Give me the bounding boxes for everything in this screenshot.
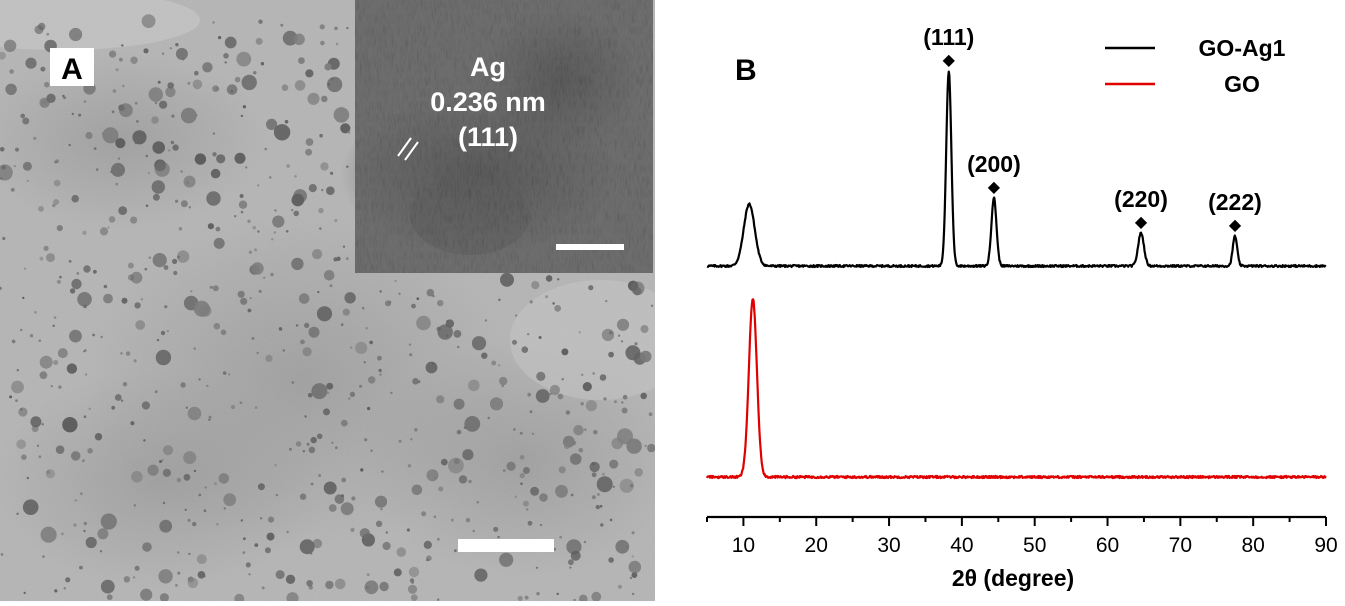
- inset-element-label: Ag: [470, 52, 506, 82]
- annotation-layer: ◆ (111) ◆ (200) ◆ (220) ◆ (222): [923, 24, 1262, 234]
- panel-a-label: A: [61, 53, 83, 86]
- peak-label: (220): [1114, 186, 1168, 212]
- peak-label: (111): [923, 24, 974, 50]
- tem-panel: Ag 0.236 nm (111) A: [0, 0, 690, 605]
- legend: GO-Ag1 GO: [1105, 35, 1286, 97]
- series-line-go-ag1: [706, 70, 1327, 269]
- x-tick-label: 50: [1023, 534, 1046, 557]
- series-line-go: [705, 298, 1327, 480]
- lattice-marker-line: [397, 137, 412, 157]
- x-tick-label: 90: [1314, 534, 1337, 557]
- panel-b-label: B: [735, 54, 757, 87]
- panel-a-label-box: [50, 48, 94, 86]
- x-tick-label: 20: [805, 534, 828, 557]
- peak-marker: ◆: [1135, 214, 1148, 231]
- x-tick-label: 30: [877, 534, 900, 557]
- main-scale-bar: [458, 539, 554, 552]
- x-tick-label: 40: [950, 534, 973, 557]
- legend-label: GO-Ag1: [1199, 35, 1286, 61]
- x-axis-label: 2θ (degree): [952, 565, 1074, 591]
- x-axis: 10 20 30 40 50 60 70 80 90: [706, 515, 1338, 557]
- peak-marker: ◆: [1229, 217, 1242, 234]
- inset-plane-label: (111): [458, 122, 518, 152]
- tem-image: Ag 0.236 nm (111) A: [0, 0, 690, 605]
- x-tick-label: 10: [732, 534, 755, 557]
- inset-scale-bar: [556, 244, 624, 250]
- lattice-marker-line: [404, 141, 419, 161]
- peak-label: (200): [967, 151, 1021, 177]
- xrd-chart: B ◆ (111) ◆ (200) ◆ (220) ◆ (222) 10 20 30 40 50 60 7…: [705, 24, 1338, 591]
- x-tick-label: 60: [1096, 534, 1119, 557]
- legend-label: GO: [1224, 71, 1260, 97]
- peak-label: (222): [1208, 189, 1262, 215]
- x-tick-label: 70: [1169, 534, 1192, 557]
- inset-spacing-label: 0.236 nm: [430, 87, 546, 117]
- xrd-panel: B ◆ (111) ◆ (200) ◆ (220) ◆ (222) 10 20 30 40 50 60 7…: [655, 0, 1345, 601]
- peak-marker: ◆: [943, 52, 956, 69]
- peak-marker: ◆: [988, 179, 1001, 196]
- hrtem-inset: Ag 0.236 nm (111): [340, 0, 653, 273]
- x-tick-label: 80: [1241, 534, 1264, 557]
- series-layer: [705, 70, 1327, 480]
